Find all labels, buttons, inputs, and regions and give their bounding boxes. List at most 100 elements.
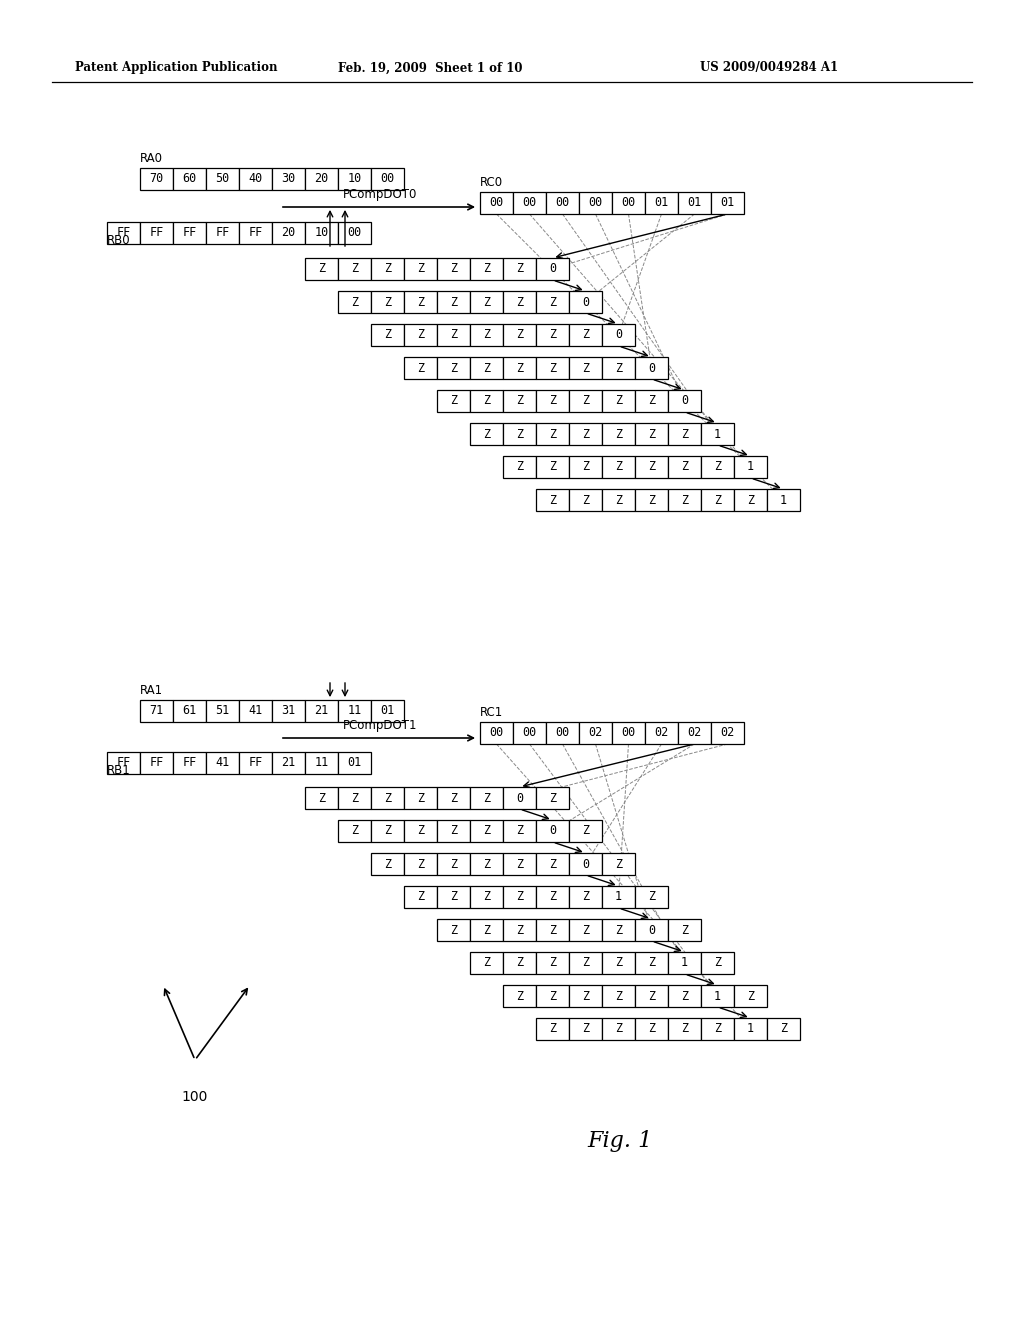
Bar [602, 952, 635, 974]
Text: Z: Z [483, 858, 490, 870]
Text: 60: 60 [182, 173, 197, 186]
Bar [437, 853, 470, 875]
Bar [635, 356, 668, 379]
Text: Z: Z [450, 891, 457, 903]
Bar [579, 722, 612, 744]
Bar [536, 356, 569, 379]
Bar [437, 820, 470, 842]
Bar [635, 455, 668, 478]
Text: Z: Z [450, 329, 457, 342]
Text: 1: 1 [714, 990, 721, 1002]
Bar [206, 168, 239, 190]
Bar [338, 290, 371, 313]
Text: 10: 10 [314, 227, 329, 239]
Bar [569, 985, 602, 1007]
Text: Z: Z [516, 858, 523, 870]
Text: Z: Z [417, 792, 424, 804]
Bar [546, 722, 579, 744]
Bar [503, 919, 536, 941]
Text: Z: Z [417, 296, 424, 309]
Text: 10: 10 [347, 173, 361, 186]
Text: Z: Z [615, 395, 622, 408]
Bar [701, 1018, 734, 1040]
Bar [635, 985, 668, 1007]
Text: Z: Z [351, 825, 358, 837]
Text: Z: Z [549, 924, 556, 936]
Bar [711, 722, 744, 744]
Text: Z: Z [582, 891, 589, 903]
Bar [503, 985, 536, 1007]
Bar [140, 222, 173, 244]
Bar [536, 389, 569, 412]
Bar [536, 323, 569, 346]
Text: Feb. 19, 2009  Sheet 1 of 10: Feb. 19, 2009 Sheet 1 of 10 [338, 62, 522, 74]
Bar [668, 455, 701, 478]
Text: 02: 02 [720, 726, 734, 739]
Bar [338, 700, 371, 722]
Text: Z: Z [681, 1023, 688, 1035]
Bar [569, 952, 602, 974]
Bar [635, 488, 668, 511]
Text: FF: FF [150, 756, 164, 770]
Text: RB1: RB1 [106, 764, 131, 777]
Bar [338, 222, 371, 244]
Bar [239, 700, 272, 722]
Text: FF: FF [117, 227, 131, 239]
Bar [371, 820, 404, 842]
Bar [602, 455, 635, 478]
Bar [569, 455, 602, 478]
Bar [668, 488, 701, 511]
Bar [668, 422, 701, 445]
Bar [173, 700, 206, 722]
Bar [536, 919, 569, 941]
Bar [173, 168, 206, 190]
Text: Z: Z [384, 296, 391, 309]
Bar [536, 290, 569, 313]
Bar [371, 323, 404, 346]
Bar [546, 191, 579, 214]
Text: Z: Z [516, 329, 523, 342]
Text: Z: Z [384, 263, 391, 276]
Bar [305, 257, 338, 280]
Text: Z: Z [516, 428, 523, 441]
Bar [173, 752, 206, 774]
Text: Z: Z [615, 858, 622, 870]
Bar [635, 389, 668, 412]
Bar [569, 820, 602, 842]
Text: Z: Z [483, 395, 490, 408]
Text: 30: 30 [282, 173, 296, 186]
Text: Z: Z [384, 858, 391, 870]
Bar [767, 488, 800, 511]
Bar [536, 820, 569, 842]
Bar [437, 389, 470, 412]
Text: Z: Z [549, 428, 556, 441]
Bar [470, 257, 503, 280]
Text: Z: Z [549, 395, 556, 408]
Text: 1: 1 [714, 428, 721, 441]
Bar [635, 952, 668, 974]
Text: Z: Z [317, 263, 325, 276]
Bar [503, 356, 536, 379]
Bar [371, 257, 404, 280]
Text: Z: Z [615, 1023, 622, 1035]
Text: Z: Z [549, 1023, 556, 1035]
Bar [239, 222, 272, 244]
Text: Z: Z [549, 296, 556, 309]
Bar [503, 422, 536, 445]
Text: Z: Z [417, 329, 424, 342]
Text: Z: Z [648, 957, 655, 969]
Text: Z: Z [582, 825, 589, 837]
Bar [701, 985, 734, 1007]
Text: Z: Z [582, 957, 589, 969]
Text: 00: 00 [380, 173, 394, 186]
Bar [569, 853, 602, 875]
Bar [701, 422, 734, 445]
Bar [404, 257, 437, 280]
Text: Z: Z [549, 329, 556, 342]
Text: 0: 0 [582, 858, 589, 870]
Text: FF: FF [215, 227, 229, 239]
Text: Z: Z [615, 494, 622, 507]
Text: Z: Z [746, 494, 754, 507]
Bar [668, 919, 701, 941]
Bar [272, 700, 305, 722]
